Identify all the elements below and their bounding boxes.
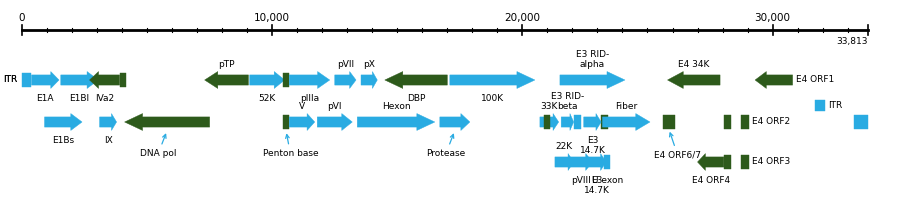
- Text: 10,000: 10,000: [254, 13, 290, 23]
- Text: E4 ORF2: E4 ORF2: [752, 117, 790, 127]
- Polygon shape: [335, 72, 356, 89]
- Bar: [284, 73, 289, 87]
- Text: pTP: pTP: [219, 60, 235, 69]
- Bar: [742, 115, 749, 129]
- Text: E3 RID-
alpha: E3 RID- alpha: [576, 50, 609, 69]
- Text: ITR: ITR: [4, 75, 17, 85]
- Polygon shape: [357, 114, 435, 131]
- Polygon shape: [289, 114, 315, 131]
- Polygon shape: [698, 154, 724, 171]
- Text: 33,813: 33,813: [836, 37, 868, 46]
- Polygon shape: [249, 72, 284, 89]
- Polygon shape: [289, 72, 329, 89]
- Text: 100K: 100K: [481, 95, 504, 103]
- Polygon shape: [570, 154, 592, 171]
- Text: pVII: pVII: [337, 60, 354, 69]
- Polygon shape: [204, 72, 248, 89]
- Bar: [662, 115, 675, 129]
- Polygon shape: [602, 114, 650, 131]
- Polygon shape: [100, 114, 117, 131]
- Bar: [854, 115, 868, 129]
- Text: 20,000: 20,000: [504, 13, 540, 23]
- Text: E3 RID-
beta: E3 RID- beta: [551, 92, 584, 111]
- Text: Protease: Protease: [427, 134, 465, 158]
- Bar: [22, 73, 31, 87]
- Text: E1A: E1A: [37, 95, 54, 103]
- Text: Fiber: Fiber: [615, 101, 637, 111]
- Bar: [120, 73, 126, 87]
- Text: U exon: U exon: [592, 177, 623, 185]
- Text: E4 34K: E4 34K: [678, 60, 709, 69]
- Text: 22K: 22K: [555, 141, 573, 151]
- Polygon shape: [317, 114, 352, 131]
- Polygon shape: [32, 72, 59, 89]
- Text: E3
14.7K: E3 14.7K: [580, 137, 606, 155]
- Polygon shape: [61, 72, 98, 89]
- Bar: [724, 155, 731, 169]
- Text: pVI: pVI: [328, 101, 342, 111]
- Text: E4 ORF3: E4 ORF3: [752, 157, 791, 167]
- Text: Penton base: Penton base: [263, 135, 319, 158]
- Text: ITR: ITR: [4, 75, 17, 85]
- Polygon shape: [361, 72, 377, 89]
- Bar: [815, 100, 825, 111]
- Text: 33K: 33K: [541, 101, 558, 111]
- Text: E4 ORF6/7: E4 ORF6/7: [654, 133, 701, 160]
- Text: pVIII: pVIII: [572, 177, 591, 185]
- Text: ITR: ITR: [828, 100, 842, 110]
- Text: pIIIa: pIIIa: [300, 95, 319, 103]
- Text: 52K: 52K: [258, 95, 275, 103]
- Bar: [544, 115, 550, 129]
- Bar: [283, 115, 289, 129]
- Polygon shape: [385, 72, 447, 89]
- Polygon shape: [555, 154, 573, 171]
- Polygon shape: [755, 72, 793, 89]
- Polygon shape: [668, 72, 720, 89]
- Polygon shape: [584, 114, 601, 131]
- Text: IX: IX: [104, 137, 112, 145]
- Polygon shape: [124, 114, 210, 131]
- Bar: [573, 115, 581, 129]
- Polygon shape: [450, 72, 535, 89]
- Text: E3
14.7K: E3 14.7K: [584, 177, 610, 195]
- Bar: [601, 115, 608, 129]
- Text: DNA pol: DNA pol: [140, 134, 176, 158]
- Text: V: V: [299, 101, 305, 111]
- Text: E1BI: E1BI: [69, 95, 90, 103]
- Bar: [742, 155, 749, 169]
- Text: 0: 0: [19, 13, 25, 23]
- Polygon shape: [588, 154, 607, 171]
- Text: E1Bs: E1Bs: [52, 137, 75, 145]
- Bar: [724, 115, 731, 129]
- Polygon shape: [90, 72, 120, 89]
- Text: DBP: DBP: [407, 95, 426, 103]
- Text: E4 ORF1: E4 ORF1: [796, 75, 834, 85]
- Polygon shape: [540, 114, 559, 131]
- Text: 30,000: 30,000: [754, 13, 790, 23]
- Text: IVa2: IVa2: [95, 95, 114, 103]
- Polygon shape: [562, 114, 573, 131]
- Polygon shape: [44, 114, 82, 131]
- Bar: [605, 155, 610, 169]
- Polygon shape: [440, 114, 470, 131]
- Text: pX: pX: [364, 60, 375, 69]
- Polygon shape: [560, 72, 625, 89]
- Text: Hexon: Hexon: [382, 101, 410, 111]
- Text: E4 ORF4: E4 ORF4: [691, 177, 730, 185]
